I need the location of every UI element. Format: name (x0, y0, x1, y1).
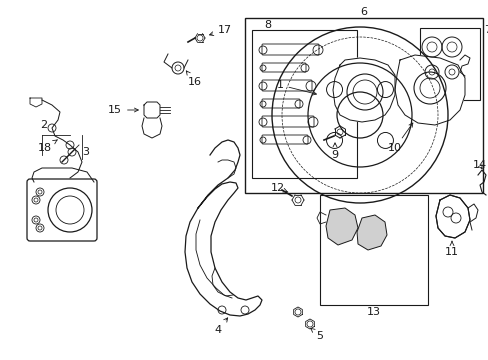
Text: 10: 10 (387, 123, 412, 153)
Polygon shape (332, 58, 394, 122)
Text: 1: 1 (276, 80, 316, 95)
Text: 11: 11 (444, 241, 458, 257)
Text: 14: 14 (472, 160, 486, 170)
Text: 15: 15 (108, 105, 138, 115)
Text: 3: 3 (82, 147, 89, 157)
Polygon shape (325, 208, 357, 245)
Bar (419, 28, 479, 100)
Text: 5: 5 (310, 328, 323, 341)
Text: 6: 6 (360, 7, 367, 17)
Bar (319, 195, 427, 305)
Bar (244, 18, 482, 193)
Text: 17: 17 (209, 25, 232, 36)
Text: 8: 8 (264, 20, 271, 30)
Polygon shape (394, 55, 464, 125)
Text: 4: 4 (214, 318, 227, 335)
Text: 7: 7 (483, 25, 488, 35)
Text: 2: 2 (41, 120, 47, 130)
Text: 16: 16 (186, 71, 202, 87)
Text: 13: 13 (366, 307, 380, 317)
Text: 18: 18 (38, 140, 57, 153)
Text: 12: 12 (270, 183, 287, 193)
Polygon shape (356, 215, 386, 250)
Bar (251, 30, 356, 178)
Text: 9: 9 (331, 143, 338, 160)
Polygon shape (435, 195, 469, 238)
